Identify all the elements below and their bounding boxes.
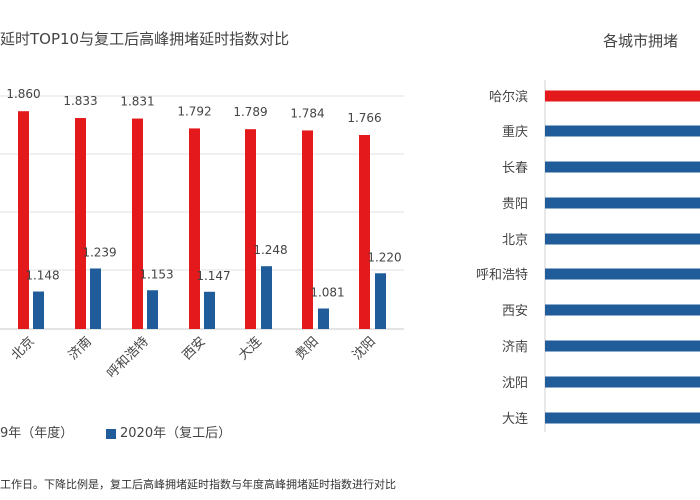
right-chart-title: 各城市拥堵 [603, 32, 679, 50]
hbar [545, 197, 700, 209]
category-label: 呼和浩特 [104, 334, 151, 381]
left-bar-chart: 1.860 1.148 北京 1.833 1.239 济南 1.831 1.153 呼和浩特 1.… [0, 87, 404, 382]
bar-label-2019: 1.792 [177, 104, 211, 118]
bar-2019 [75, 118, 86, 330]
hbar [545, 304, 700, 316]
bar-2020 [318, 308, 329, 329]
bar-2019 [302, 130, 313, 329]
hbar [545, 161, 700, 173]
legend-label-2019: 9年（年度） [0, 426, 74, 441]
bar-2020 [90, 268, 101, 329]
bar-2019 [189, 128, 200, 329]
hbar [545, 268, 700, 280]
bar-2019 [359, 135, 370, 329]
bar-2020 [375, 273, 386, 329]
bar-label-2019: 1.789 [233, 105, 267, 119]
hbar-category-label: 西安 [502, 304, 528, 319]
bar-label-2019: 1.784 [290, 106, 324, 120]
hbar-category-label: 重庆 [502, 124, 528, 140]
category-label: 济南 [65, 334, 95, 364]
footnote: 工作日。下降比例是，复工后高峰拥堵延时指数与年度高峰拥堵延时指数进行对比 [0, 478, 396, 491]
category-label: 北京 [9, 334, 38, 363]
bar-label-2020: 1.081 [310, 285, 344, 299]
hbar [545, 340, 700, 352]
bar-2020 [261, 266, 272, 329]
hbar-category-label: 大连 [502, 411, 528, 427]
left-chart-title: 延时TOP10与复工后高峰拥堵延时指数对比 [0, 30, 290, 48]
bar-2019 [18, 111, 29, 330]
bar-label-2019: 1.766 [347, 111, 381, 125]
legend-entry-2019: 9年（年度） [0, 422, 73, 441]
bar-2020 [147, 290, 158, 329]
category-label: 沈阳 [350, 334, 379, 363]
category-label: 贵阳 [293, 334, 322, 363]
hbar-category-label: 贵阳 [502, 197, 528, 212]
bar-label-2020: 1.147 [196, 269, 230, 283]
hbar [545, 412, 700, 424]
legend-swatch-2020 [106, 428, 116, 439]
legend-entry-2020: 2020年（复工后） [106, 422, 231, 441]
bar-2020 [33, 291, 44, 329]
hbar [545, 233, 700, 245]
hbar [545, 90, 700, 102]
hbar-category-label: 沈阳 [502, 376, 528, 391]
legend-label-2020: 2020年（复工后） [120, 426, 232, 441]
hbar [545, 125, 700, 137]
hbar-category-label: 长春 [502, 161, 528, 176]
bar-label-2019: 1.833 [63, 94, 97, 108]
bar-label-2020: 1.148 [25, 269, 59, 283]
bar-2019 [132, 118, 143, 329]
bar-label-2019: 1.831 [120, 95, 154, 109]
bar-2019 [245, 129, 256, 329]
bar-2020 [204, 291, 215, 329]
bar-label-2020: 1.248 [253, 243, 287, 257]
hbar-category-label: 北京 [502, 233, 528, 248]
hbar [545, 376, 700, 388]
category-label: 大连 [235, 334, 265, 364]
hbar-category-label: 呼和浩特 [476, 268, 528, 283]
hbar-category-label: 济南 [502, 339, 528, 355]
bar-label-2020: 1.153 [139, 267, 173, 281]
bar-label-2020: 1.239 [82, 245, 116, 259]
hbar-category-label: 哈尔滨 [489, 89, 528, 105]
category-label: 西安 [180, 334, 209, 363]
bar-label-2019: 1.860 [6, 87, 40, 101]
bar-label-2020: 1.220 [367, 250, 401, 264]
